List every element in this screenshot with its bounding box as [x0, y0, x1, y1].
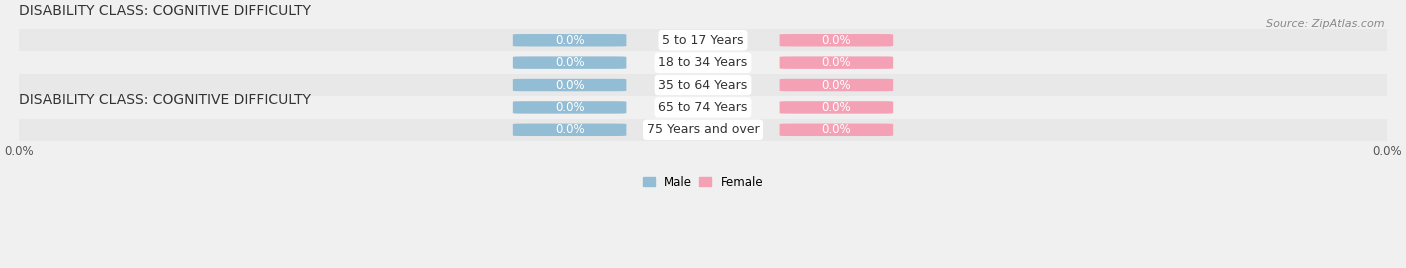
- Text: 0.0%: 0.0%: [555, 79, 585, 92]
- FancyBboxPatch shape: [513, 101, 627, 114]
- Text: 75 Years and over: 75 Years and over: [647, 123, 759, 136]
- FancyBboxPatch shape: [779, 124, 893, 136]
- FancyBboxPatch shape: [779, 101, 893, 114]
- Text: 0.0%: 0.0%: [555, 101, 585, 114]
- Bar: [18, 74, 1388, 96]
- FancyBboxPatch shape: [779, 56, 893, 69]
- FancyBboxPatch shape: [779, 34, 893, 46]
- FancyBboxPatch shape: [513, 124, 627, 136]
- Text: 0.0%: 0.0%: [821, 101, 851, 114]
- FancyBboxPatch shape: [513, 34, 627, 46]
- FancyBboxPatch shape: [779, 79, 893, 91]
- Bar: [18, 29, 1388, 51]
- Text: 0.0%: 0.0%: [821, 34, 851, 47]
- Text: 0.0%: 0.0%: [555, 56, 585, 69]
- Text: 0.0%: 0.0%: [821, 56, 851, 69]
- Text: 0.0%: 0.0%: [821, 79, 851, 92]
- Text: 18 to 34 Years: 18 to 34 Years: [658, 56, 748, 69]
- Bar: [18, 96, 1388, 119]
- Text: Source: ZipAtlas.com: Source: ZipAtlas.com: [1267, 19, 1385, 29]
- Legend: Male, Female: Male, Female: [638, 171, 768, 193]
- FancyBboxPatch shape: [513, 56, 627, 69]
- Text: 0.0%: 0.0%: [555, 34, 585, 47]
- Text: 0.0%: 0.0%: [821, 123, 851, 136]
- Text: DISABILITY CLASS: COGNITIVE DIFFICULTY: DISABILITY CLASS: COGNITIVE DIFFICULTY: [18, 94, 311, 107]
- Text: 65 to 74 Years: 65 to 74 Years: [658, 101, 748, 114]
- Bar: [18, 51, 1388, 74]
- Text: 0.0%: 0.0%: [555, 123, 585, 136]
- Text: 5 to 17 Years: 5 to 17 Years: [662, 34, 744, 47]
- FancyBboxPatch shape: [513, 79, 627, 91]
- Text: DISABILITY CLASS: COGNITIVE DIFFICULTY: DISABILITY CLASS: COGNITIVE DIFFICULTY: [18, 4, 311, 18]
- Bar: [18, 119, 1388, 141]
- Text: 35 to 64 Years: 35 to 64 Years: [658, 79, 748, 92]
